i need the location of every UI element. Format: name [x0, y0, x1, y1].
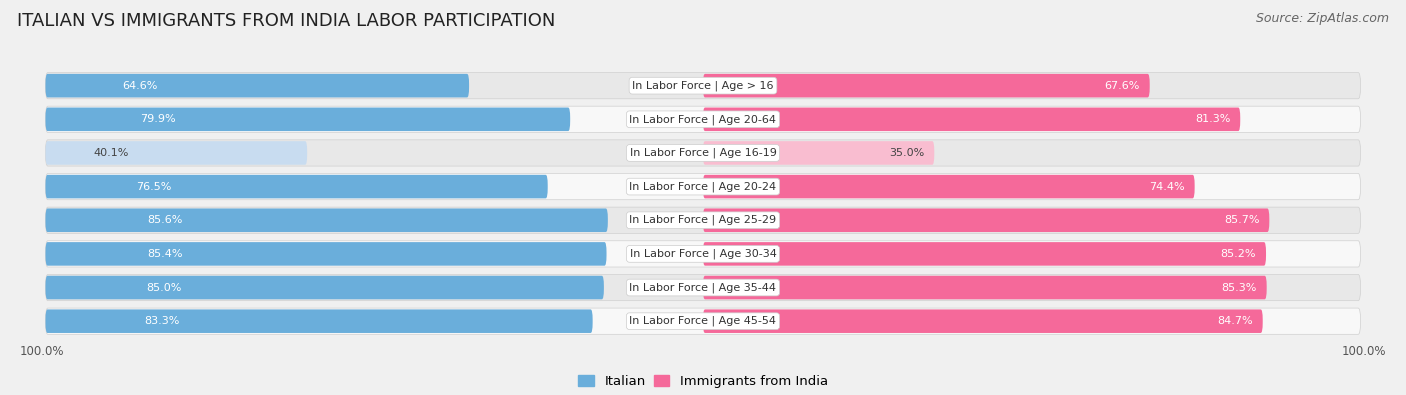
FancyBboxPatch shape: [45, 175, 548, 198]
FancyBboxPatch shape: [45, 242, 606, 266]
FancyBboxPatch shape: [703, 276, 1267, 299]
FancyBboxPatch shape: [45, 241, 1361, 267]
Text: In Labor Force | Age 20-24: In Labor Force | Age 20-24: [630, 181, 776, 192]
FancyBboxPatch shape: [45, 141, 307, 165]
Text: 40.1%: 40.1%: [93, 148, 128, 158]
Text: In Labor Force | Age 20-64: In Labor Force | Age 20-64: [630, 114, 776, 124]
Text: In Labor Force | Age 30-34: In Labor Force | Age 30-34: [630, 248, 776, 259]
FancyBboxPatch shape: [45, 106, 1361, 132]
Text: 35.0%: 35.0%: [889, 148, 924, 158]
FancyBboxPatch shape: [45, 209, 607, 232]
Text: 85.4%: 85.4%: [148, 249, 183, 259]
FancyBboxPatch shape: [703, 242, 1265, 266]
FancyBboxPatch shape: [45, 107, 571, 131]
Legend: Italian, Immigrants from India: Italian, Immigrants from India: [572, 369, 834, 393]
Text: In Labor Force | Age 35-44: In Labor Force | Age 35-44: [630, 282, 776, 293]
FancyBboxPatch shape: [45, 74, 470, 98]
Text: ITALIAN VS IMMIGRANTS FROM INDIA LABOR PARTICIPATION: ITALIAN VS IMMIGRANTS FROM INDIA LABOR P…: [17, 12, 555, 30]
FancyBboxPatch shape: [703, 309, 1263, 333]
Text: 85.6%: 85.6%: [148, 215, 183, 225]
Text: 81.3%: 81.3%: [1195, 114, 1230, 124]
Text: 67.6%: 67.6%: [1105, 81, 1140, 91]
Text: 64.6%: 64.6%: [122, 81, 157, 91]
Text: In Labor Force | Age 45-54: In Labor Force | Age 45-54: [630, 316, 776, 326]
Text: Source: ZipAtlas.com: Source: ZipAtlas.com: [1256, 12, 1389, 25]
FancyBboxPatch shape: [45, 275, 1361, 301]
FancyBboxPatch shape: [45, 309, 593, 333]
Text: 74.4%: 74.4%: [1149, 182, 1185, 192]
Text: 84.7%: 84.7%: [1218, 316, 1253, 326]
FancyBboxPatch shape: [703, 141, 934, 165]
Text: 85.0%: 85.0%: [146, 282, 181, 293]
Text: In Labor Force | Age > 16: In Labor Force | Age > 16: [633, 81, 773, 91]
FancyBboxPatch shape: [703, 74, 1150, 98]
FancyBboxPatch shape: [45, 173, 1361, 200]
FancyBboxPatch shape: [45, 140, 1361, 166]
Text: In Labor Force | Age 16-19: In Labor Force | Age 16-19: [630, 148, 776, 158]
FancyBboxPatch shape: [703, 209, 1270, 232]
Text: In Labor Force | Age 25-29: In Labor Force | Age 25-29: [630, 215, 776, 226]
FancyBboxPatch shape: [45, 308, 1361, 334]
Text: 85.2%: 85.2%: [1220, 249, 1256, 259]
Text: 83.3%: 83.3%: [145, 316, 180, 326]
Text: 79.9%: 79.9%: [141, 114, 176, 124]
FancyBboxPatch shape: [703, 175, 1195, 198]
Text: 85.3%: 85.3%: [1222, 282, 1257, 293]
Text: 85.7%: 85.7%: [1223, 215, 1260, 225]
FancyBboxPatch shape: [45, 73, 1361, 99]
FancyBboxPatch shape: [703, 107, 1240, 131]
FancyBboxPatch shape: [45, 207, 1361, 233]
FancyBboxPatch shape: [45, 276, 603, 299]
Text: 76.5%: 76.5%: [136, 182, 172, 192]
